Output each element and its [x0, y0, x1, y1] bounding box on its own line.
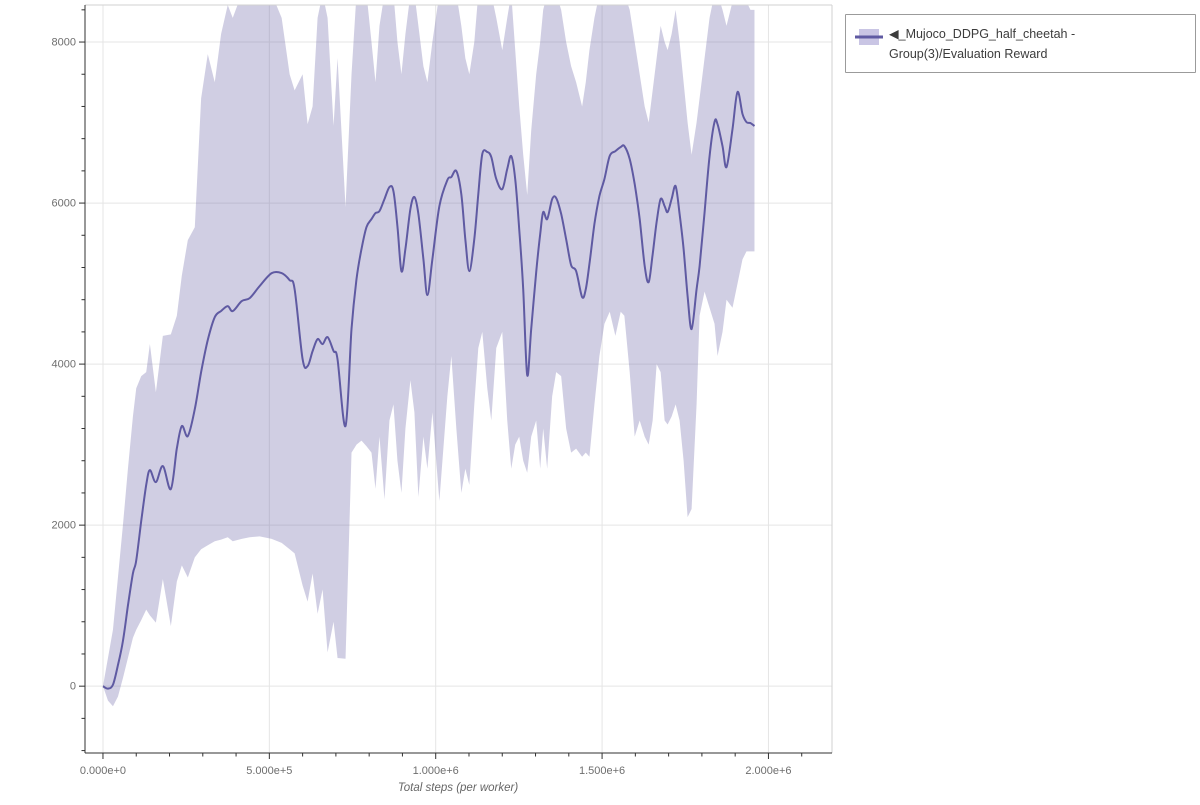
y-tick-label: 6000: [52, 198, 76, 210]
x-tick-labels: 0.000e+0 5.000e+5 1.000e+6 1.500e+6 2.000e+6: [80, 765, 792, 777]
y-tick-label: 4000: [52, 359, 76, 371]
legend-label: ◀_Mujoco_DDPG_half_cheetah - Group(3)/Ev…: [889, 27, 1076, 61]
legend[interactable]: ◀_Mujoco_DDPG_half_cheetah - Group(3)/Ev…: [845, 14, 1196, 73]
y-tick-labels: 0 2000 4000 6000 8000: [52, 37, 76, 693]
x-tick-label: 0.000e+0: [80, 765, 126, 777]
y-tick-label: 8000: [52, 37, 76, 49]
legend-swatch-icon: [855, 29, 883, 45]
y-tick-label: 0: [70, 681, 76, 693]
axes: [84, 5, 832, 754]
x-tick-label: 1.500e+6: [579, 765, 625, 777]
gridlines: [85, 5, 832, 753]
x-tick-label: 5.000e+5: [246, 765, 292, 777]
mean-line: [102, 90, 756, 690]
plot-border: [85, 4, 833, 753]
x-axis-title: Total steps (per worker): [397, 782, 519, 794]
ticks: [79, 9, 803, 759]
x-tick-label: 2.000e+6: [745, 765, 791, 777]
confidence-band: [102, 5, 755, 707]
x-tick-label: 1.000e+6: [413, 765, 459, 777]
y-tick-label: 2000: [52, 520, 76, 532]
